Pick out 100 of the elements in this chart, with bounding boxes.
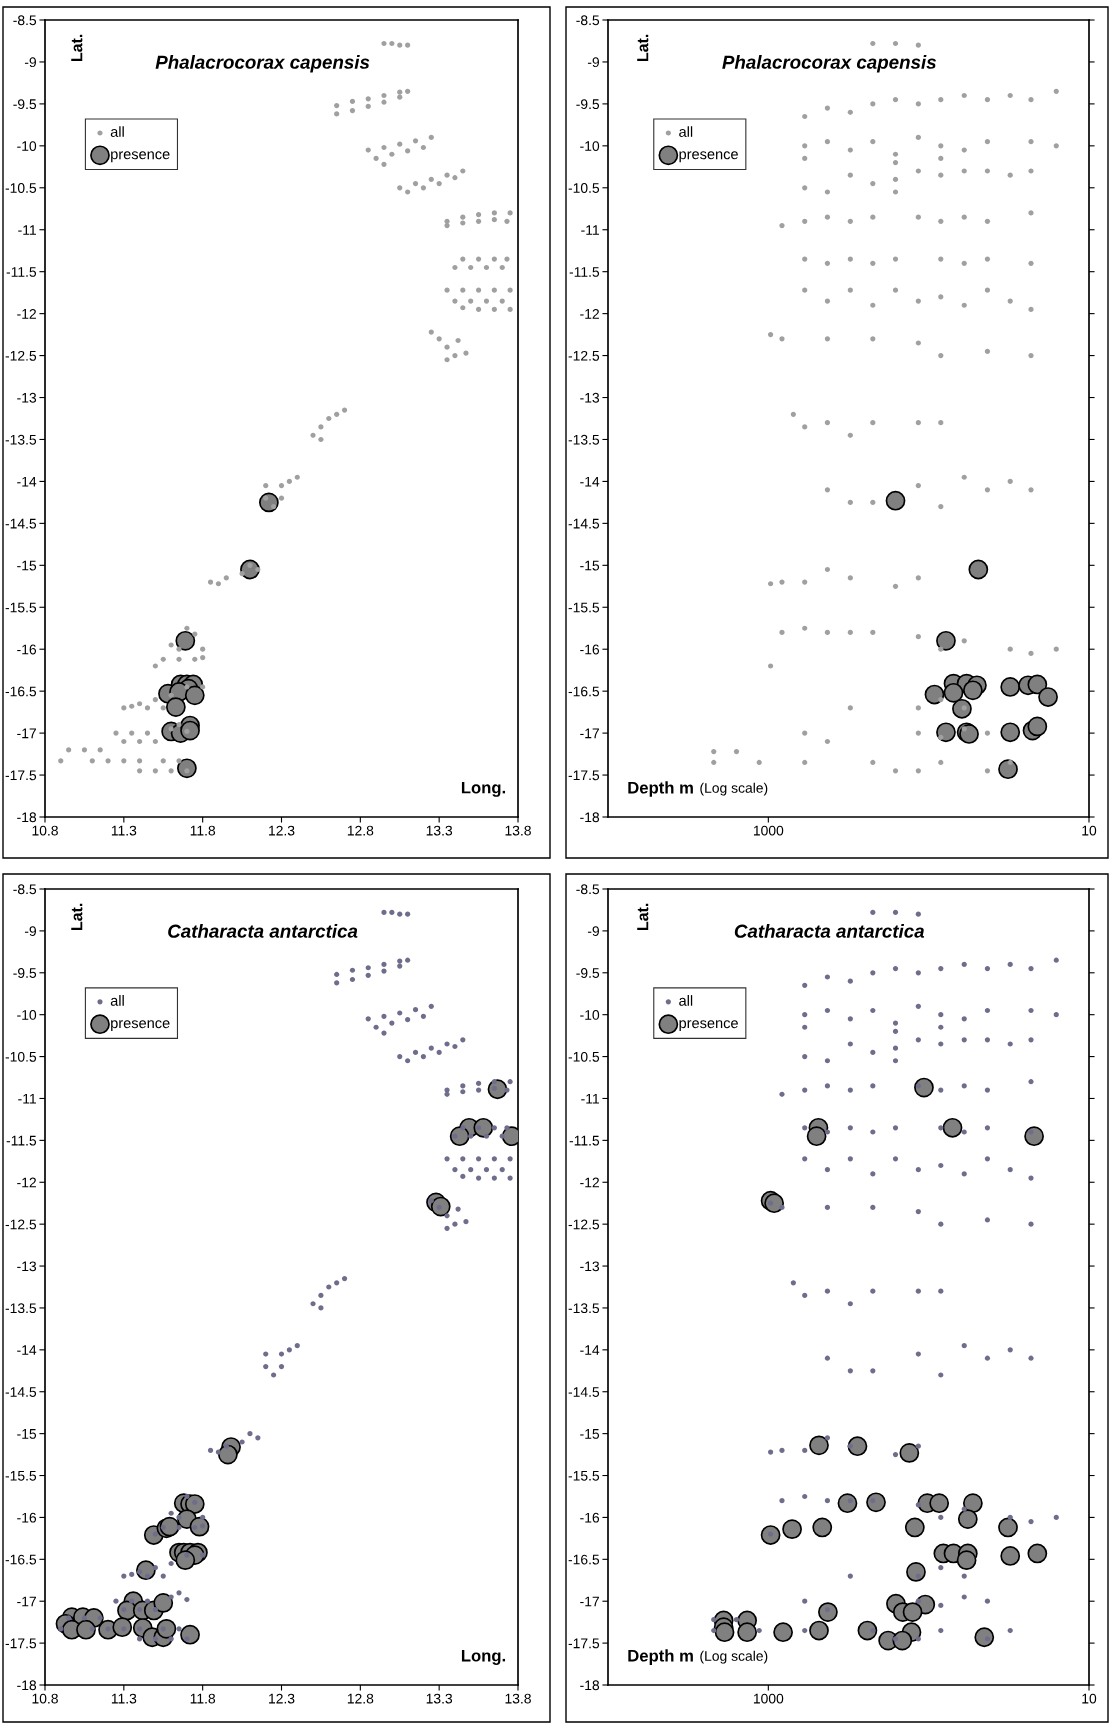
y-tick-label: -15.5 — [5, 602, 37, 613]
y-tick-label: -16 — [17, 1512, 37, 1523]
y-tick-label: -18 — [580, 1680, 600, 1691]
y-tick-label: -16.5 — [5, 1554, 37, 1565]
point — [430, 1196, 451, 1217]
point — [180, 1624, 200, 1645]
y-tick-label: -14.5 — [5, 1387, 37, 1397]
x-axis-title: Long. — [461, 1649, 506, 1665]
legend-label: all — [679, 995, 693, 1006]
x-axis-title: Long. — [461, 781, 506, 797]
legend-label: all — [679, 126, 693, 137]
y-tick-label: -17 — [580, 728, 599, 739]
y-tick-label: -15.5 — [568, 1471, 600, 1481]
y-tick-label: -13.5 — [5, 434, 37, 445]
y-tick-label: -9.5 — [576, 968, 600, 978]
y-tick-label: -16 — [580, 1512, 600, 1523]
y-tick-label: -16 — [17, 644, 37, 655]
legend-label: presence — [679, 1020, 738, 1032]
y-tick-label: -16.5 — [5, 686, 37, 697]
x-tick-label: 10.8 — [32, 1693, 58, 1704]
x-tick-label: 10.8 — [32, 825, 58, 836]
x-tick-label: 13.8 — [505, 825, 531, 836]
y-tick-label: -10.5 — [5, 1051, 37, 1062]
x-tick-label: 1000 — [753, 1693, 784, 1704]
y-tick-label: -13.5 — [568, 1303, 600, 1314]
text: Catharacta antarctica — [734, 924, 925, 938]
x-tick-label: 11.8 — [190, 825, 216, 836]
y-tick-label: -12.5 — [5, 1219, 37, 1230]
legend-label: presence — [679, 151, 738, 163]
point — [184, 685, 205, 706]
text: Phalacrocorax capensis — [722, 55, 936, 73]
y-axis-title: Lat. — [637, 903, 649, 930]
y-tick-label: -8.5 — [13, 884, 37, 895]
y-tick-label: -17 — [17, 728, 36, 739]
y-tick-label: -14 — [580, 476, 600, 487]
y-tick-label: -16.5 — [568, 686, 600, 697]
y-tick-label: -16 — [580, 644, 600, 655]
y-tick-label: -13 — [17, 392, 37, 403]
y-tick-label: -14.5 — [568, 518, 600, 529]
y-tick-label: -8.5 — [576, 884, 600, 895]
point — [76, 1619, 96, 1640]
x-tick-label: 10 — [1082, 825, 1097, 836]
y-tick-label: -17.5 — [5, 770, 37, 781]
y-tick-label: -15.5 — [568, 602, 600, 613]
y-tick-label: -14 — [17, 1345, 37, 1355]
x-tick-label: 12.3 — [269, 825, 295, 836]
y-tick-label: -15 — [17, 560, 37, 571]
y-tick-label: -10 — [17, 141, 37, 152]
point — [177, 758, 197, 779]
y-tick-label: -14.5 — [5, 518, 37, 529]
y-tick-label: -11.5 — [6, 1135, 37, 1146]
y-tick-label: -9.5 — [13, 99, 37, 110]
y-tick-label: -11 — [18, 1093, 36, 1104]
y-tick-label: -11 — [581, 1093, 599, 1104]
y-tick-label: -18 — [17, 1680, 37, 1691]
x-tick-label: 13.3 — [426, 1693, 453, 1704]
y-tick-label: -9 — [587, 926, 600, 937]
y-tick-label: -8.5 — [13, 15, 37, 26]
y-tick-label: -17.5 — [568, 1638, 600, 1649]
y-tick-label: -17 — [580, 1596, 599, 1607]
y-tick-label: -13 — [580, 392, 600, 403]
y-tick-label: -12 — [580, 308, 599, 319]
y-tick-label: -11 — [581, 225, 599, 235]
y-tick-label: -10.5 — [568, 1051, 600, 1062]
y-tick-label: -11.5 — [569, 1135, 600, 1146]
text: Phalacrocorax capensis — [155, 55, 370, 73]
y-tick-label: -15 — [580, 560, 600, 571]
y-tick-label: -13.5 — [568, 434, 600, 445]
point — [175, 1550, 196, 1571]
y-tick-label: -11.5 — [569, 267, 600, 277]
legend-label: all — [110, 126, 124, 137]
y-tick-label: -9 — [587, 57, 600, 68]
y-tick-label: -10 — [580, 141, 600, 152]
x-tick-label: 12.8 — [347, 825, 374, 836]
legend-label: all — [110, 995, 124, 1006]
y-tick-label: -13 — [17, 1261, 37, 1272]
text: Catharacta antarctica — [168, 924, 358, 938]
annotation: (Log scale) — [700, 782, 768, 796]
point — [153, 1592, 174, 1613]
y-tick-label: -9.5 — [13, 968, 37, 978]
x-axis-title: Depth m — [628, 781, 693, 797]
y-tick-label: -12 — [17, 1177, 36, 1188]
x-tick-label: 1000 — [753, 825, 784, 836]
point — [180, 720, 200, 741]
annotation: (Log scale) — [700, 1650, 768, 1664]
x-tick-label: 12.3 — [269, 1693, 295, 1704]
y-tick-label: -8.5 — [576, 15, 600, 26]
point — [156, 1618, 177, 1639]
y-tick-label: -12 — [17, 308, 36, 319]
y-tick-label: -14 — [17, 476, 37, 487]
y-tick-label: -17.5 — [5, 1638, 37, 1649]
x-tick-label: 11.3 — [111, 825, 137, 836]
y-tick-label: -15.5 — [5, 1471, 37, 1481]
legend-label: presence — [111, 151, 170, 163]
y-tick-label: -14 — [580, 1345, 600, 1355]
y-tick-label: -18 — [580, 812, 600, 823]
y-tick-label: -12.5 — [5, 350, 37, 361]
x-tick-label: 12.8 — [347, 1693, 374, 1704]
y-tick-label: -15 — [580, 1429, 600, 1439]
x-tick-label: 13.8 — [505, 1693, 531, 1704]
